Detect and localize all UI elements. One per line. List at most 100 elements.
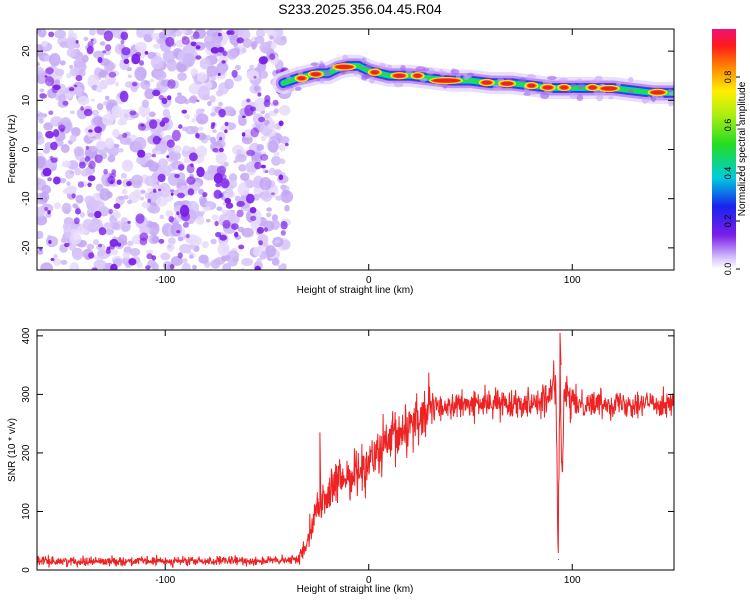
ridge-fleck xyxy=(400,65,406,71)
y-tick-label: 20 xyxy=(21,45,32,57)
noise-speck-strong xyxy=(86,46,94,55)
noise-speck-strong xyxy=(140,124,145,127)
noise-speck-strong xyxy=(196,166,205,178)
noise-speck xyxy=(157,167,162,172)
noise-speck xyxy=(182,145,191,152)
noise-speck-strong xyxy=(153,188,157,193)
noise-speck xyxy=(66,37,78,49)
noise-speck xyxy=(77,95,90,106)
noise-speck-strong xyxy=(176,230,181,234)
noise-speck xyxy=(37,76,40,81)
noise-speck xyxy=(241,227,254,238)
ridge-fleck xyxy=(518,77,527,83)
noise-speck xyxy=(217,242,230,257)
noise-speck xyxy=(185,125,196,135)
noise-speck-strong xyxy=(105,44,112,52)
colorbar-tick-label: 0.6 xyxy=(723,119,733,132)
noise-speck-strong xyxy=(250,215,257,221)
noise-speck-strong xyxy=(110,263,118,270)
noise-speck xyxy=(256,257,262,264)
noise-speck xyxy=(92,200,105,210)
noise-speck xyxy=(102,101,108,106)
spectrogram-ylabel: Frequency (Hz) xyxy=(7,115,18,184)
noise-speck-strong xyxy=(50,141,58,151)
noise-speck xyxy=(58,177,67,184)
ridge-fleck xyxy=(594,75,603,82)
noise-speck-strong xyxy=(45,67,54,75)
noise-speck xyxy=(282,189,290,197)
noise-speck xyxy=(157,158,169,168)
noise-speck xyxy=(148,111,156,118)
noise-speck xyxy=(210,238,217,245)
noise-speck xyxy=(70,228,79,235)
ridge-fleck xyxy=(285,75,291,79)
noise-speck xyxy=(37,61,40,67)
noise-speck-strong xyxy=(253,75,257,79)
noise-speck xyxy=(66,47,77,58)
ridge-fleck xyxy=(577,83,586,89)
noise-speck-strong xyxy=(53,176,61,185)
noise-speck xyxy=(184,114,191,120)
noise-speck xyxy=(275,195,282,201)
noise-speck-strong xyxy=(221,60,226,64)
noise-speck xyxy=(212,129,217,133)
noise-speck xyxy=(206,65,218,78)
ridge-fleck xyxy=(668,100,674,107)
noise-speck-strong xyxy=(151,153,156,158)
noise-speck-strong xyxy=(246,193,255,204)
noise-speck xyxy=(166,59,178,72)
noise-speck xyxy=(260,135,267,142)
noise-speck xyxy=(183,53,195,68)
noise-speck xyxy=(138,104,151,117)
noise-speck xyxy=(273,151,280,157)
noise-speck-strong xyxy=(122,132,128,138)
ridge-fleck xyxy=(422,67,430,71)
noise-speck xyxy=(110,222,120,230)
noise-speck xyxy=(114,81,120,87)
noise-speck xyxy=(266,212,272,218)
noise-speck-strong xyxy=(44,75,48,78)
noise-speck xyxy=(127,240,134,247)
noise-speck xyxy=(209,136,217,144)
noise-speck xyxy=(167,244,172,249)
noise-speck xyxy=(60,237,67,244)
noise-speck xyxy=(209,95,216,103)
noise-speck xyxy=(66,181,71,186)
noise-speck xyxy=(229,34,241,46)
noise-speck xyxy=(272,36,281,44)
noise-speck xyxy=(96,85,103,93)
noise-speck-strong xyxy=(111,169,117,175)
noise-speck xyxy=(256,144,265,151)
noise-speck-strong xyxy=(131,53,141,65)
noise-speck xyxy=(139,226,152,235)
x-tick-label: 100 xyxy=(564,575,581,586)
noise-speck xyxy=(273,108,279,114)
noise-speck xyxy=(93,239,99,246)
noise-speck-strong xyxy=(144,51,149,55)
noise-speck-strong xyxy=(217,72,221,76)
noise-speck-strong xyxy=(75,75,83,82)
noise-speck-strong xyxy=(165,36,175,48)
noise-speck xyxy=(119,136,132,145)
snr-series-line xyxy=(37,332,674,568)
noise-speck xyxy=(69,262,80,270)
noise-speck-strong xyxy=(149,119,158,129)
noise-speck-strong xyxy=(271,192,275,196)
noise-speck-strong xyxy=(102,50,107,54)
noise-speck-strong xyxy=(284,142,289,147)
ridge-fleck xyxy=(360,57,367,63)
noise-speck xyxy=(252,246,262,257)
noise-speck xyxy=(133,189,142,199)
noise-speck-strong xyxy=(212,147,219,153)
noise-speck-strong xyxy=(88,129,93,133)
ridge-fleck xyxy=(439,69,444,73)
noise-speck-strong xyxy=(85,145,90,150)
noise-speck xyxy=(254,36,265,44)
noise-speck xyxy=(69,64,74,69)
noise-speck-strong xyxy=(157,188,162,192)
colorbar-label: Normalized spectral amplitude xyxy=(737,81,748,216)
noise-speck-strong xyxy=(225,202,234,209)
y-tick-label: 0 xyxy=(21,146,32,152)
ridge-fleck xyxy=(616,81,621,87)
noise-speck xyxy=(226,49,238,60)
